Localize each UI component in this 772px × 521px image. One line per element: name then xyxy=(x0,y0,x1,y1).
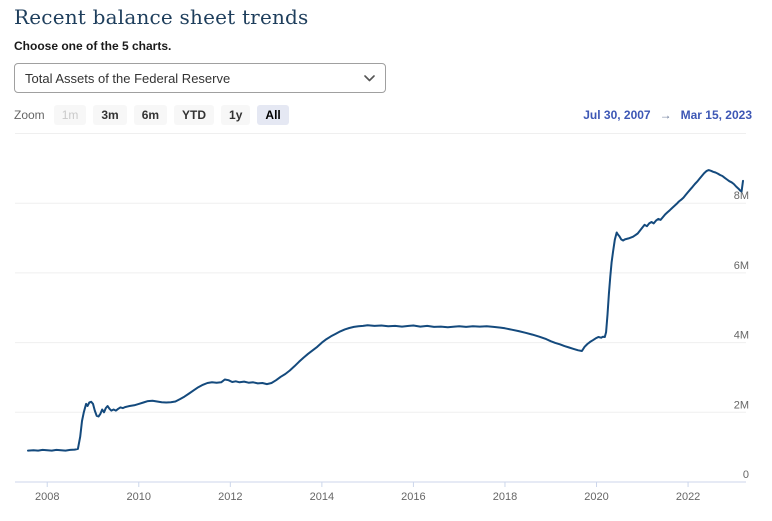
zoom-button-6m[interactable]: 6m xyxy=(133,104,168,126)
zoom-button-3m[interactable]: 3m xyxy=(93,104,127,126)
zoom-label: Zoom xyxy=(14,108,45,122)
y-axis-label: 8M xyxy=(734,190,749,202)
y-axis-label: 4M xyxy=(734,330,749,342)
zoom-button-1m[interactable]: 1m xyxy=(53,104,87,126)
zoom-button-ytd[interactable]: YTD xyxy=(174,104,215,126)
date-range: Jul 30, 2007 → Mar 15, 2023 xyxy=(583,108,752,122)
zoom-buttons: 1m 3m 6m YTD 1y All xyxy=(53,104,289,126)
x-axis-label: 2022 xyxy=(676,491,700,503)
date-range-start[interactable]: Jul 30, 2007 xyxy=(583,108,651,122)
x-axis-label: 2014 xyxy=(310,491,334,503)
chart-select[interactable]: Total Assets of the Federal Reserve xyxy=(14,63,386,93)
x-axis-label: 2012 xyxy=(218,491,242,503)
chevron-down-icon xyxy=(364,74,375,82)
arrow-right-icon: → xyxy=(659,108,672,122)
x-axis-label: 2010 xyxy=(127,491,151,503)
x-axis-label: 2018 xyxy=(493,491,517,503)
date-range-end[interactable]: Mar 15, 2023 xyxy=(680,108,752,122)
zoom-button-1y[interactable]: 1y xyxy=(221,104,251,126)
y-axis-label: 0 xyxy=(743,469,749,481)
chart-chooser-label: Choose one of the 5 charts. xyxy=(14,39,172,53)
y-axis-label: 6M xyxy=(734,260,749,272)
x-axis-label: 2016 xyxy=(401,491,425,503)
zoom-button-all[interactable]: All xyxy=(257,104,289,126)
chart-select-value: Total Assets of the Federal Reserve xyxy=(25,70,231,86)
y-axis-label: 2M xyxy=(734,399,749,411)
page-title: Recent balance sheet trends xyxy=(14,5,309,29)
x-axis-label: 2020 xyxy=(584,491,608,503)
series-line-total-assets xyxy=(27,169,744,452)
chart-toolbar: Zoom 1m 3m 6m YTD 1y All Jul 30, 2007 → Mar 1… xyxy=(14,104,752,126)
x-axis-label: 2008 xyxy=(35,491,59,503)
